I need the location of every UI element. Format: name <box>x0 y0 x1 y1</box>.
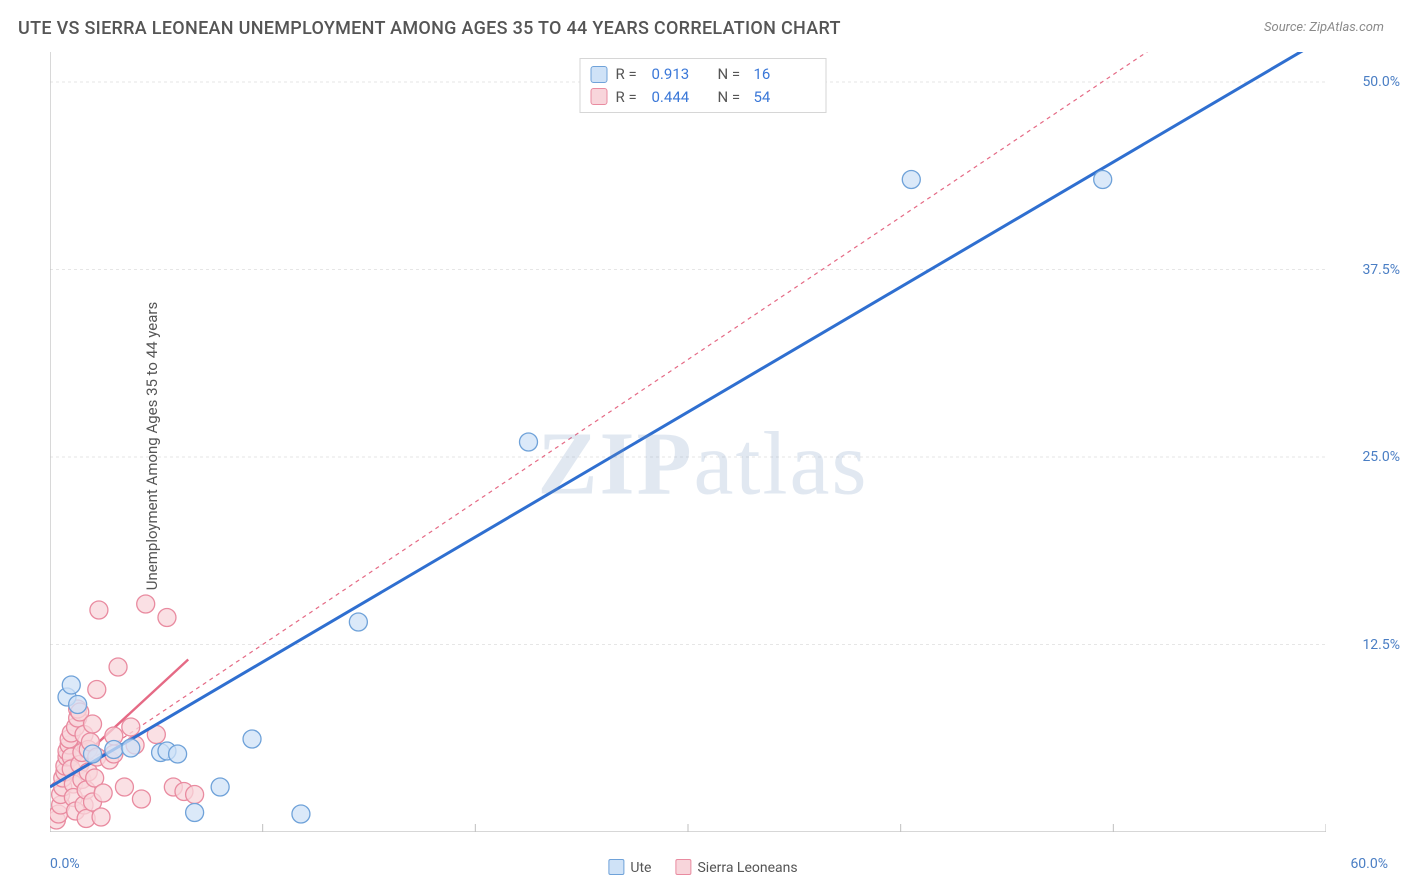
y-tick-label: 50.0% <box>1362 74 1400 90</box>
legend-item: Ute <box>608 859 651 876</box>
plot-area <box>50 52 1326 832</box>
chart-header: UTE VS SIERRA LEONEAN UNEMPLOYMENT AMONG… <box>18 18 1388 42</box>
y-tick-label: 12.5% <box>1362 637 1400 653</box>
swatch-sl <box>591 88 608 105</box>
correlation-legend: R = 0.913 N = 16 R = 0.444 N = 54 <box>580 58 827 113</box>
chart-title: UTE VS SIERRA LEONEAN UNEMPLOYMENT AMONG… <box>18 18 841 39</box>
r-value-sl: 0.444 <box>652 86 710 109</box>
legend-item: Sierra Leoneans <box>675 859 797 876</box>
n-value-ute: 16 <box>754 63 812 86</box>
y-tick-label: 25.0% <box>1362 449 1400 465</box>
series-legend: Ute Sierra Leoneans <box>608 859 797 876</box>
r-value-ute: 0.913 <box>652 63 710 86</box>
legend-swatch <box>675 859 691 875</box>
legend-swatch <box>608 859 624 875</box>
scatter-chart <box>50 52 1326 832</box>
legend-label: Ute <box>630 860 651 876</box>
n-value-sl: 54 <box>754 86 812 109</box>
y-tick-label: 37.5% <box>1362 262 1400 278</box>
legend-row-sl: R = 0.444 N = 54 <box>591 86 812 109</box>
legend-label: Sierra Leoneans <box>697 860 797 876</box>
legend-row-ute: R = 0.913 N = 16 <box>591 63 812 86</box>
chart-source: Source: ZipAtlas.com <box>1264 20 1384 35</box>
x-tick-first: 0.0% <box>50 856 80 872</box>
swatch-ute <box>591 66 608 83</box>
x-tick-last: 60.0% <box>1350 856 1388 872</box>
